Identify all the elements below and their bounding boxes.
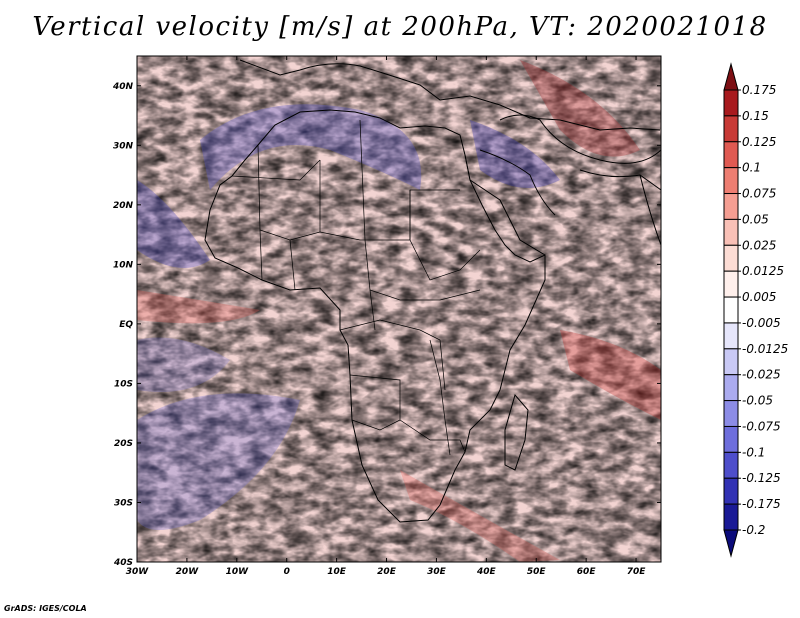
lon-label: 40E — [476, 567, 497, 577]
lon-label: 30W — [126, 567, 150, 577]
colorbar-segment — [723, 451, 739, 479]
colorbar-label: 0.05 — [742, 212, 769, 226]
axis-ticks — [136, 56, 661, 563]
colorbar-segment — [723, 244, 739, 272]
colorbar-label: 0.175 — [742, 83, 776, 97]
colorbar-segment — [723, 193, 739, 220]
colorbar-segment — [723, 167, 739, 195]
colorbar-label: -0.025 — [742, 368, 781, 382]
latitude-axis: 40N 30N 20N 10N EQ 10S 20S 30S 40S — [112, 82, 134, 568]
lat-label: 30N — [113, 141, 134, 151]
colorbar-segment — [723, 400, 739, 427]
colorbar-segment — [723, 296, 739, 324]
lon-label: 50E — [527, 567, 547, 577]
lat-label: 10N — [113, 260, 134, 270]
colorbar: 0.175 0.15 0.125 0.1 0.075 0.05 0.025 0.0125 0.0… — [723, 62, 788, 558]
vertical-velocity-field — [137, 56, 661, 562]
colorbar-label: -0.05 — [742, 394, 773, 408]
colorbar-label: 0.025 — [742, 238, 776, 252]
lon-label: 30E — [427, 567, 447, 577]
colorbar-segment — [723, 477, 739, 505]
colorbar-label: -0.0125 — [742, 342, 788, 356]
colorbar-label: -0.125 — [742, 471, 781, 485]
lon-label: 10W — [226, 567, 250, 577]
colorbar-label: -0.175 — [742, 497, 781, 511]
colorbar-segment — [723, 322, 739, 350]
colorbar-label: 0.1 — [742, 161, 761, 175]
plot-title: Vertical velocity [m/s] at 200hPa, VT: 2… — [32, 12, 768, 42]
lat-label: 40N — [112, 82, 134, 92]
lat-label: 20N — [113, 201, 134, 211]
colorbar-label: -0.075 — [742, 419, 781, 433]
longitude-axis: 30W 20W 10W 0 10E 20E 30E 40E 50E 60E 70E — [126, 567, 646, 577]
lon-label: 70E — [627, 567, 647, 577]
colorbar-segment — [723, 218, 739, 246]
colorbar-label: -0.005 — [742, 316, 781, 330]
colorbar-segment — [723, 425, 739, 453]
colorbar-label: 0.005 — [742, 290, 776, 304]
map-frame — [136, 55, 662, 563]
colorbar-max-arrow — [723, 62, 739, 91]
coastlines — [204, 59, 661, 523]
colorbar-segment — [723, 503, 739, 531]
colorbar-label: 0.125 — [742, 135, 776, 149]
colorbar-label: 0.15 — [742, 109, 769, 123]
colorbar-label: -0.2 — [742, 523, 765, 537]
colorbar-label: 0.075 — [742, 187, 776, 201]
colorbar-segment — [723, 270, 739, 298]
colorbar-segment — [723, 348, 739, 376]
lon-label: 20E — [377, 567, 397, 577]
colorbar-segment — [723, 141, 739, 169]
lat-label: 40S — [113, 558, 133, 568]
colorbar-segment — [723, 374, 739, 402]
lat-label: 20S — [114, 439, 133, 449]
colorbar-min-arrow — [723, 529, 739, 558]
colorbar-label: 0.0125 — [742, 264, 784, 278]
lon-label: 60E — [577, 567, 597, 577]
colorbar-segment — [723, 115, 739, 143]
lon-label: 20W — [176, 567, 200, 577]
lat-label: 30S — [114, 498, 133, 508]
credit-text: GrADS: IGES/COLA — [4, 604, 87, 613]
lat-label: EQ — [119, 320, 133, 330]
country-borders — [231, 119, 481, 456]
lon-label: 0 — [284, 567, 290, 577]
colorbar-segment — [723, 89, 739, 117]
colorbar-label: -0.1 — [742, 445, 765, 459]
lon-label: 10E — [327, 567, 347, 577]
lat-label: 10S — [114, 379, 133, 389]
